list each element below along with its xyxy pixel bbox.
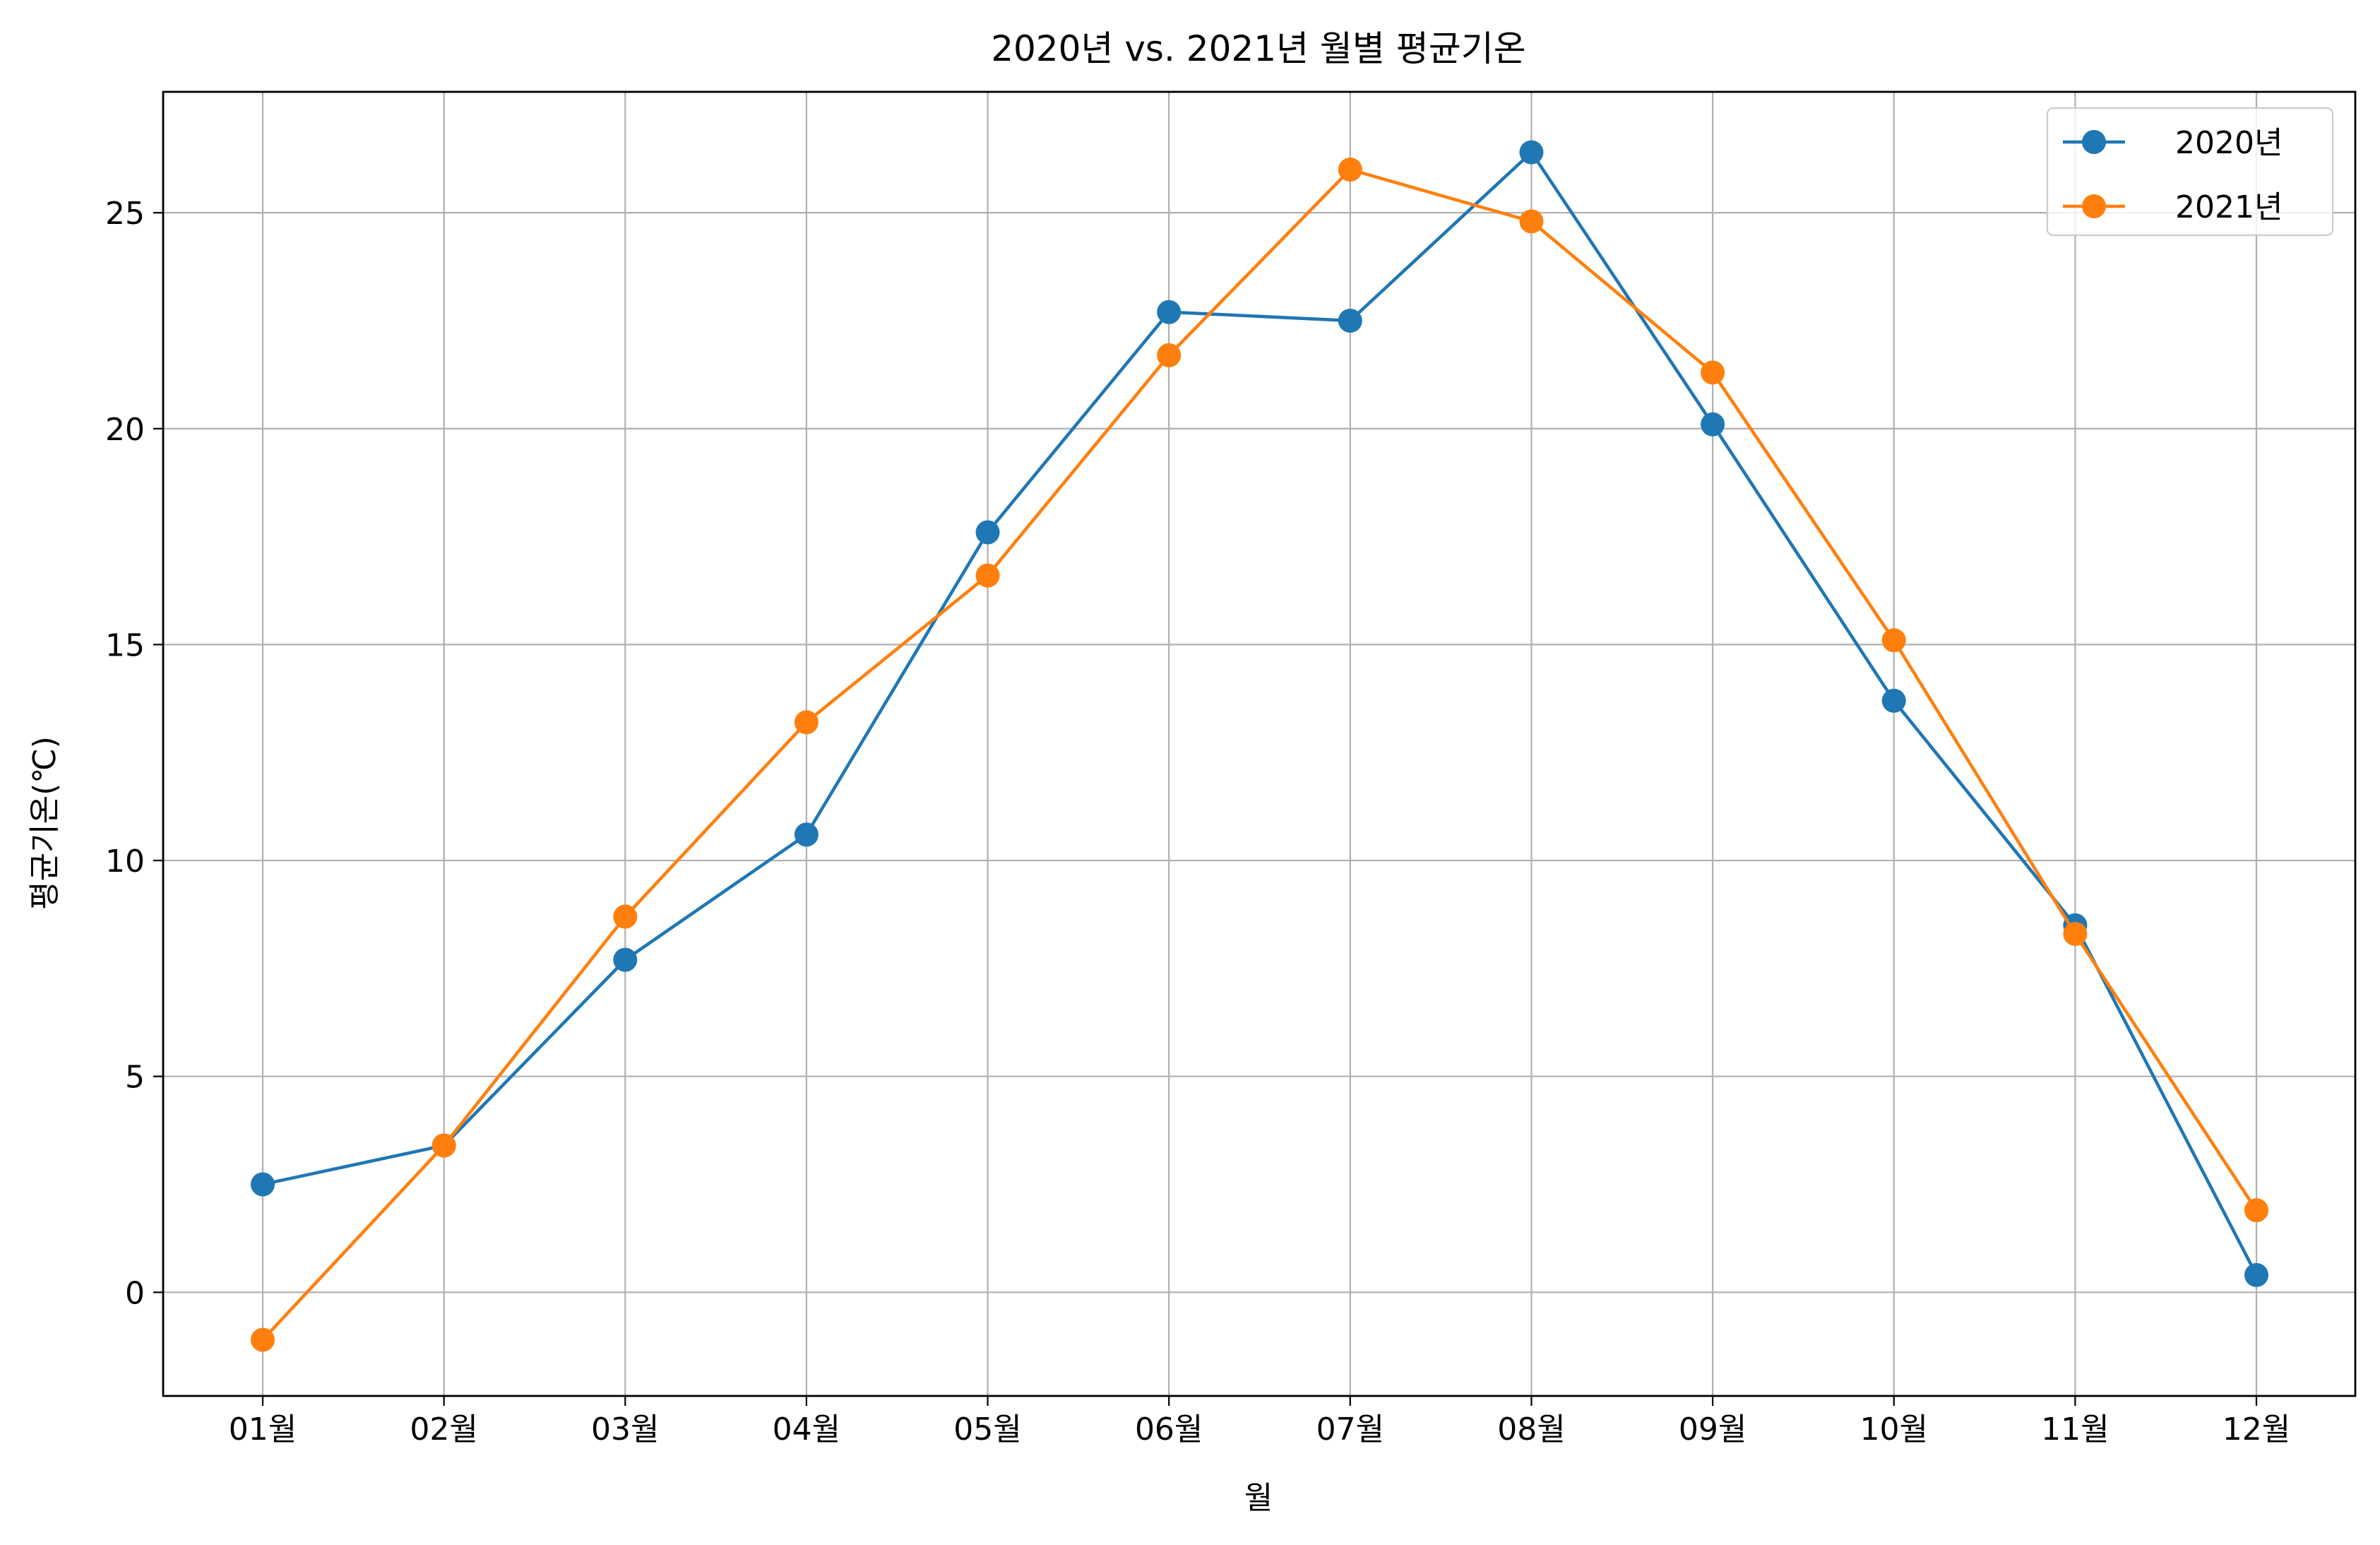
- x-tick-label: 10월: [1860, 1411, 1927, 1448]
- data-point: [975, 563, 1000, 588]
- data-point: [975, 520, 1000, 545]
- y-tick-label: 20: [105, 412, 145, 448]
- legend-item-2: 2021년: [2063, 189, 2283, 225]
- legend-item-1: 2020년: [2063, 125, 2283, 161]
- x-tick-label: 08월: [1497, 1411, 1565, 1448]
- y-tick-label: 10: [105, 843, 145, 880]
- legend-label: 2021년: [2175, 189, 2283, 225]
- data-point: [1881, 688, 1906, 713]
- x-tick-label: 01월: [229, 1411, 297, 1448]
- data-point: [1519, 209, 1544, 234]
- x-tick-label: 09월: [1679, 1411, 1747, 1448]
- legend: 2020년 2021년: [2046, 107, 2334, 237]
- x-tick-label: 07월: [1316, 1411, 1384, 1448]
- series-layer: [251, 140, 2268, 1352]
- legend-marker: [2082, 130, 2106, 154]
- x-tick-label: 12월: [2223, 1411, 2290, 1448]
- legend-label: 2020년: [2175, 125, 2283, 161]
- data-point: [1157, 300, 1182, 324]
- data-point: [251, 1172, 275, 1197]
- data-point: [251, 1327, 275, 1352]
- x-tick-label: 04월: [773, 1411, 840, 1448]
- data-point: [1881, 628, 1906, 653]
- y-tick-label: 5: [125, 1060, 145, 1096]
- series-line: [261, 150, 2259, 1277]
- data-point: [613, 904, 638, 929]
- y-tick-label: 25: [105, 196, 145, 232]
- data-point: [1338, 158, 1362, 182]
- plot-frame: [162, 90, 2357, 1397]
- x-tick-label: 06월: [1135, 1411, 1203, 1448]
- legend-box: [2046, 107, 2334, 237]
- data-point: [2063, 921, 2088, 946]
- legend-marker: [2082, 194, 2106, 218]
- x-tick-label: 02월: [410, 1411, 477, 1448]
- data-point: [1157, 343, 1182, 367]
- x-axis-label: 월: [1244, 1480, 1273, 1516]
- axis-ticks: 01월 02월 03월 04월 05월 06월 07월 08월 09월 10월 11월 12월 0 5 10…: [105, 196, 2290, 1448]
- data-point: [1519, 140, 1544, 165]
- data-point: [794, 822, 819, 847]
- data-point: [613, 947, 638, 972]
- chart-title: 2020년 vs. 2021년 월별 평균기온: [991, 28, 1526, 69]
- x-tick-label: 05월: [953, 1411, 1021, 1448]
- data-point: [1701, 412, 1725, 437]
- y-tick-label: 15: [105, 627, 145, 663]
- data-point: [432, 1133, 456, 1158]
- x-tick-label: 03월: [591, 1411, 659, 1448]
- data-point: [794, 710, 819, 735]
- data-point: [1338, 308, 1362, 333]
- data-point: [2244, 1198, 2268, 1223]
- y-axis-label: 평균기온(℃): [27, 736, 63, 910]
- series-2: [251, 158, 2268, 1352]
- data-point: [2244, 1262, 2268, 1287]
- data-point: [1701, 360, 1725, 385]
- series-line: [261, 167, 2259, 1342]
- y-tick-label: 0: [125, 1275, 145, 1311]
- x-tick-label: 11월: [2041, 1411, 2109, 1448]
